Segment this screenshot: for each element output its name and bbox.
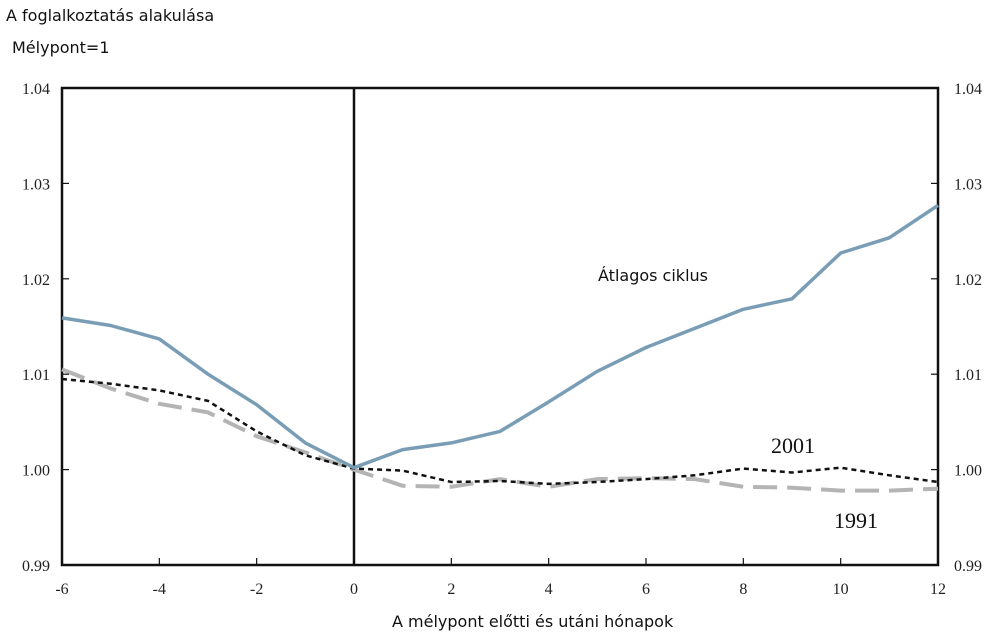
x-tick-label: 0: [350, 581, 358, 598]
series-line-atlagos-ciklus: [61, 203, 939, 470]
chart-subtitle: Mélypont=1: [12, 38, 110, 57]
y-tick-label-right: 1.01: [954, 367, 982, 384]
series-line-2001: [61, 377, 939, 486]
series-label-1991: 1991: [834, 508, 878, 533]
y-tick-label-left: 1.01: [22, 367, 50, 384]
x-tick-label: 10: [833, 581, 849, 598]
y-tick-label-left: 0.99: [22, 558, 50, 575]
y-tick-label-left: 1.04: [22, 81, 50, 98]
chart-title: A foglalkoztatás alakulása: [6, 6, 215, 25]
x-tick-label: -2: [250, 581, 263, 598]
y-tick-label-right: 1.00: [954, 463, 982, 480]
y-tick-label-left: 1.00: [22, 463, 50, 480]
x-tick-label: -6: [55, 581, 68, 598]
y-tick-label-right: 1.04: [954, 81, 982, 98]
x-tick-label: 4: [545, 581, 553, 598]
x-tick-label: 6: [642, 581, 650, 598]
y-tick-label-right: 0.99: [954, 558, 982, 575]
series-label-2001: 2001: [771, 433, 815, 458]
y-tick-label-left: 1.03: [22, 176, 50, 193]
series-label-atlagos: Átlagos ciklus: [598, 266, 708, 285]
y-tick-label-right: 1.03: [954, 176, 982, 193]
plot-frame: [60, 86, 940, 567]
series-line-1991: [61, 367, 939, 493]
x-tick-label: 12: [930, 581, 946, 598]
x-tick-label: 8: [739, 581, 747, 598]
y-tick-label-left: 1.02: [22, 272, 50, 289]
x-tick-label: 2: [447, 581, 455, 598]
x-axis-label: A mélypont előtti és utáni hónapok: [392, 612, 674, 631]
y-tick-label-right: 1.02: [954, 272, 982, 289]
x-tick-label: -4: [153, 581, 166, 598]
